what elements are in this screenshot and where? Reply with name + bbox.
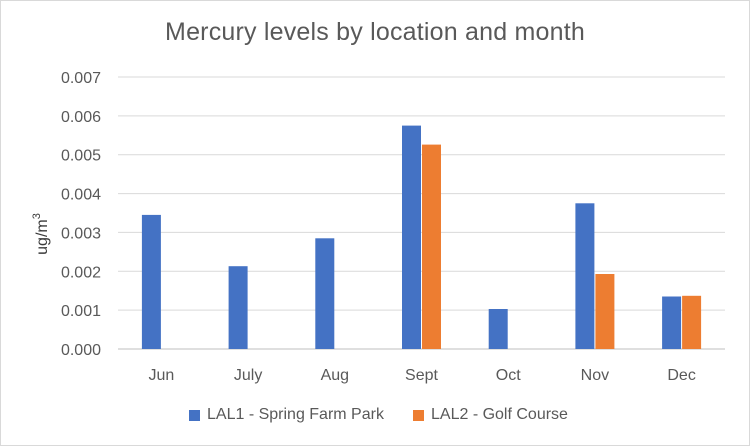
y-tick-label: 0.000	[61, 342, 101, 359]
x-tick-label: Sept	[405, 367, 438, 384]
chart-title: Mercury levels by location and month	[165, 18, 585, 46]
legend-item-1: LAL1 - Spring Farm Park	[189, 404, 384, 426]
x-axis-ticks: Jun July Aug Sept Oct Nov Dec	[149, 367, 696, 384]
y-tick-label: 0.005	[61, 148, 101, 165]
bar-1-july	[228, 266, 248, 349]
bar-2-dec	[682, 295, 702, 349]
legend-swatch	[413, 409, 424, 421]
bar-1-aug	[315, 238, 335, 349]
y-axis-label-superscript: 3	[31, 213, 43, 219]
y-axis-label: ug/m3	[31, 213, 51, 255]
x-tick-label: Aug	[321, 367, 349, 384]
x-tick-label: July	[234, 367, 262, 384]
bar-1-jun	[141, 214, 161, 349]
x-tick-label: Dec	[667, 367, 695, 384]
y-tick-label: 0.001	[61, 303, 101, 320]
y-tick-label: 0.002	[61, 264, 101, 281]
legend-label: LAL2 - Golf Course	[431, 406, 568, 423]
y-axis-ticks: 0.000 0.001 0.002 0.003 0.004 0.005 0.006 0.007	[61, 70, 101, 359]
y-tick-label: 0.007	[61, 70, 101, 87]
grid-lines	[118, 76, 725, 350]
x-tick-label: Jun	[149, 367, 175, 384]
bar-1-oct	[488, 309, 508, 349]
y-tick-label: 0.003	[61, 225, 101, 242]
bar-1-sept	[402, 125, 421, 349]
chart-legend: LAL1 - Spring Farm Park LAL2 - Golf Cours…	[0, 404, 750, 426]
legend-label: LAL1 - Spring Farm Park	[207, 406, 384, 423]
bars	[141, 125, 702, 349]
bar-2-sept	[422, 144, 441, 349]
y-tick-label: 0.004	[61, 187, 101, 204]
bar-1-nov	[575, 203, 595, 349]
legend-swatch	[189, 409, 200, 421]
y-tick-label: 0.006	[61, 109, 101, 126]
legend-item-2: LAL2 - Golf Course	[413, 404, 568, 426]
y-axis-label-text: ug/m	[34, 219, 51, 255]
x-tick-label: Oct	[496, 367, 521, 384]
bar-2-nov	[595, 274, 615, 349]
bar-1-dec	[662, 296, 682, 349]
x-tick-label: Nov	[581, 367, 609, 384]
